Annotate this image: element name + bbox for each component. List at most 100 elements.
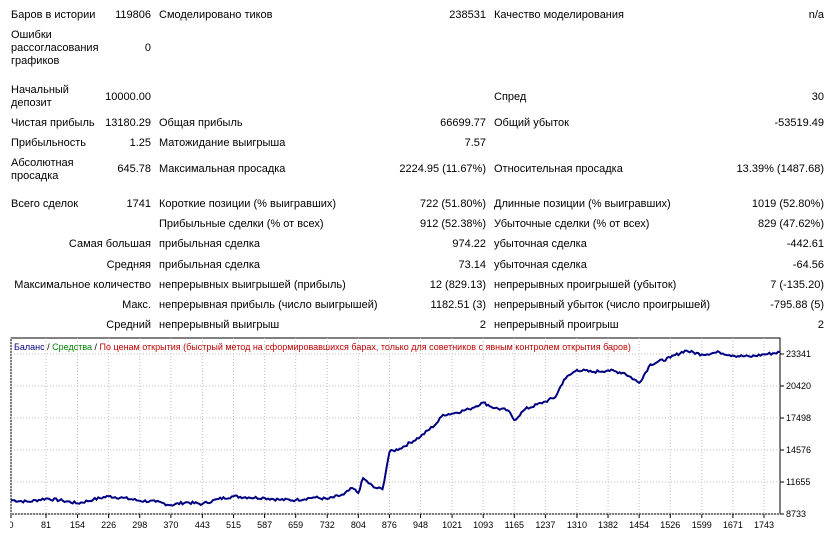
average-profit-value: 73.14 bbox=[458, 259, 486, 271]
expected-payoff-label: Матожидание выигрыша bbox=[159, 137, 286, 149]
x-tick-label: 370 bbox=[163, 520, 178, 530]
x-tick-label: 226 bbox=[101, 520, 116, 530]
legend-sep-2: / bbox=[92, 342, 100, 352]
gross-loss-label: Общий убыток bbox=[494, 117, 569, 129]
largest-loss-value: -442.61 bbox=[786, 238, 824, 250]
max-cons-losses-value: 7 (-135.20) bbox=[770, 279, 824, 291]
mismatch-value: 0 bbox=[144, 42, 151, 54]
rel-drawdown-value: 13.39% (1487.68) bbox=[736, 163, 824, 175]
max-cons-losses-label: непрерывных проигрышей (убыток) bbox=[494, 279, 677, 291]
avg-cons-wins-value: 2 bbox=[479, 319, 486, 331]
profit-trades-label: Прибыльные сделки (% от всех) bbox=[159, 218, 324, 230]
bars-in-history-label: Баров в истории bbox=[11, 9, 96, 21]
y-tick-label: 11655 bbox=[786, 477, 810, 487]
loss-trades-value: 829 (47.62%) bbox=[757, 218, 824, 230]
loss-trades-label: Убыточные сделки (% от всех) bbox=[494, 218, 650, 230]
plot-frame bbox=[10, 337, 781, 515]
modeling-quality-value: n/a bbox=[808, 9, 824, 21]
y-tick-label: 23341 bbox=[786, 349, 811, 359]
y-tick-label: 14576 bbox=[786, 445, 811, 455]
spread-value: 30 bbox=[811, 91, 824, 103]
net-profit-value: 13180.29 bbox=[105, 117, 151, 129]
modeled-ticks-value: 238531 bbox=[449, 9, 486, 21]
largest-profit-value: 974.22 bbox=[452, 238, 486, 250]
avg-cons-wins-label: непрерывный выигрыш bbox=[159, 319, 280, 331]
x-tick-label: 81 bbox=[41, 520, 51, 530]
chart-svg: 0 81 154 226 298 370 443 515 587 659 732 804 876 948 1… bbox=[10, 337, 811, 530]
x-tick-label: 948 bbox=[413, 520, 428, 530]
max-cons-loss-label: непрерывный убыток (число проигрышей) bbox=[494, 299, 711, 311]
x-tick-label: 659 bbox=[288, 520, 303, 530]
abs-drawdown-label: Абсолютная просадка bbox=[11, 157, 74, 182]
x-tick-label: 1743 bbox=[754, 520, 774, 530]
balance-line bbox=[10, 349, 781, 507]
gross-loss-value: -53519.49 bbox=[774, 117, 824, 129]
x-tick-label: 1454 bbox=[629, 520, 649, 530]
short-positions-value: 722 (51.80%) bbox=[419, 198, 486, 210]
initial-deposit-label: Начальный депозит bbox=[11, 84, 69, 109]
x-tick-label: 0 bbox=[10, 520, 14, 530]
x-tick-label: 515 bbox=[226, 520, 241, 530]
x-tick-label: 443 bbox=[195, 520, 210, 530]
long-positions-value: 1019 (52.80%) bbox=[751, 198, 824, 210]
spread-label: Спред bbox=[494, 91, 527, 103]
net-profit-label: Чистая прибыль bbox=[11, 117, 95, 129]
bars-in-history-value: 119806 bbox=[115, 9, 151, 21]
balance-chart: 0 81 154 226 298 370 443 515 587 659 732 804 876 948 1… bbox=[10, 337, 822, 534]
y-tick-label: 8733 bbox=[786, 509, 806, 519]
largest-label: Самая большая bbox=[68, 238, 151, 250]
max-cons-profit-value: 1182.51 (3) bbox=[430, 299, 486, 311]
x-tick-label: 804 bbox=[351, 520, 366, 530]
rel-drawdown-label: Относительная просадка bbox=[494, 163, 623, 175]
total-trades-value: 1741 bbox=[126, 198, 151, 210]
x-tick-label: 1671 bbox=[723, 520, 743, 530]
max-count-label: Максимальное количество bbox=[14, 279, 151, 291]
x-tick-label: 587 bbox=[257, 520, 272, 530]
y-tick-label: 20420 bbox=[786, 381, 811, 391]
gross-profit-label: Общая прибыль bbox=[159, 117, 243, 129]
max-cons-wins-value: 12 (829.13) bbox=[429, 279, 486, 291]
initial-deposit-value: 10000.00 bbox=[105, 91, 151, 103]
legend-sep-1: / bbox=[44, 342, 53, 352]
average-loss-label: убыточная сделка bbox=[494, 259, 587, 271]
max-cons-loss-value: -795.88 (5) bbox=[770, 299, 824, 311]
average-loss-value: -64.56 bbox=[792, 259, 824, 271]
expected-payoff-value: 7.57 bbox=[464, 137, 486, 149]
abs-drawdown-value: 645.78 bbox=[117, 163, 151, 175]
profit-factor-label: Прибыльность bbox=[11, 137, 86, 149]
legend-balance: Баланс bbox=[14, 342, 45, 352]
chart-legend: Баланс / Средства / По ценам открытия (б… bbox=[14, 342, 631, 352]
avg-cons-losses-value: 2 bbox=[817, 319, 824, 331]
modeled-ticks-label: Смоделировано тиков bbox=[159, 9, 273, 21]
profit-factor-value: 1.25 bbox=[129, 137, 151, 149]
x-tick-label: 1165 bbox=[505, 520, 524, 530]
max-cons-wins-label: непрерывных выигрышей (прибыль) bbox=[159, 279, 346, 291]
modeling-quality-label: Качество моделирования bbox=[494, 9, 624, 21]
largest-profit-label: прибыльная сделка bbox=[159, 238, 261, 250]
largest-loss-label: убыточная сделка bbox=[494, 238, 587, 250]
x-tick-label: 1237 bbox=[535, 520, 555, 530]
x-tick-label: 1021 bbox=[442, 520, 462, 530]
x-tick-label: 732 bbox=[320, 520, 335, 530]
average-label: Средняя bbox=[106, 259, 151, 271]
x-tick-label: 1093 bbox=[473, 520, 493, 530]
gross-profit-value: 66699.77 bbox=[440, 117, 486, 129]
total-trades-label: Всего сделок bbox=[11, 198, 79, 210]
max-drawdown-value: 2224.95 (11.67%) bbox=[399, 163, 486, 175]
x-tick-label: 1526 bbox=[660, 520, 680, 530]
legend-equity: Средства bbox=[52, 342, 93, 352]
y-tick-label: 17498 bbox=[786, 413, 811, 423]
x-tick-label: 154 bbox=[70, 520, 85, 530]
max-cons-profit-label: непрерывная прибыль (число выигрышей) bbox=[159, 299, 378, 311]
x-tick-label: 1310 bbox=[567, 520, 587, 530]
long-positions-label: Длинные позиции (% выигравших) bbox=[494, 198, 671, 210]
x-tick-label: 1382 bbox=[598, 520, 618, 530]
x-tick-label: 1599 bbox=[692, 520, 712, 530]
x-tick-label: 876 bbox=[382, 520, 397, 530]
short-positions-label: Короткие позиции (% выигравших) bbox=[159, 198, 337, 210]
avg-cons-losses-label: непрерывный проигрыш bbox=[494, 319, 619, 331]
mismatch-label: Ошибки рассогласования графиков bbox=[11, 29, 99, 67]
max-label: Макс. bbox=[122, 299, 151, 311]
average-profit-label: прибыльная сделка bbox=[159, 259, 261, 271]
profit-trades-value: 912 (52.38%) bbox=[419, 218, 486, 230]
